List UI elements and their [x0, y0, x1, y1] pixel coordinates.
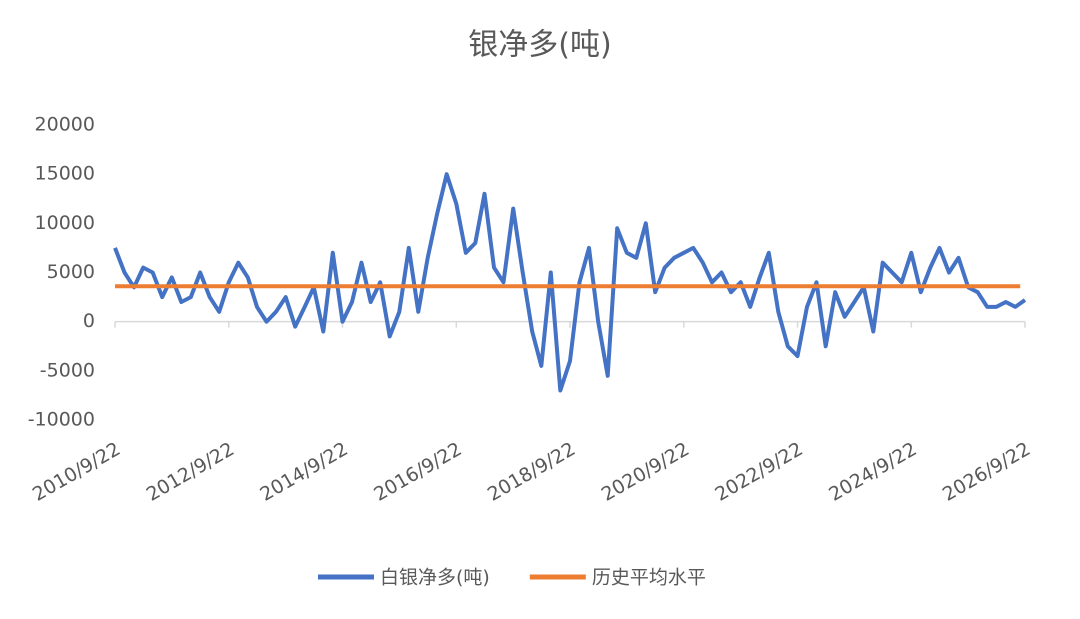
x-tick-label: 2026/9/22 [939, 438, 1034, 506]
chart-title: 银净多(吨) [468, 28, 611, 63]
x-tick-label: 2024/9/22 [825, 438, 920, 506]
x-tick-label: 2010/9/22 [29, 438, 124, 506]
y-tick-label: 0 [83, 310, 95, 332]
x-tick-label: 2014/9/22 [256, 438, 351, 506]
x-tick-label: 2016/9/22 [370, 438, 465, 506]
x-tick-label: 2018/9/22 [484, 438, 579, 506]
y-tick-label: 5000 [47, 261, 95, 283]
y-tick-label: 15000 [35, 163, 95, 185]
legend-label: 历史平均水平 [592, 567, 706, 589]
data-line [113, 172, 1027, 393]
y-tick-label: 20000 [35, 114, 95, 136]
y-tick-label: -10000 [28, 409, 95, 431]
x-tick-label: 2022/9/22 [711, 438, 806, 506]
y-tick-label: -5000 [40, 359, 95, 381]
x-tick-label: 2012/9/22 [143, 438, 238, 506]
x-tick-label: 2020/9/22 [598, 438, 693, 506]
legend-label: 白银净多(吨) [380, 567, 490, 589]
y-tick-label: 10000 [35, 212, 95, 234]
